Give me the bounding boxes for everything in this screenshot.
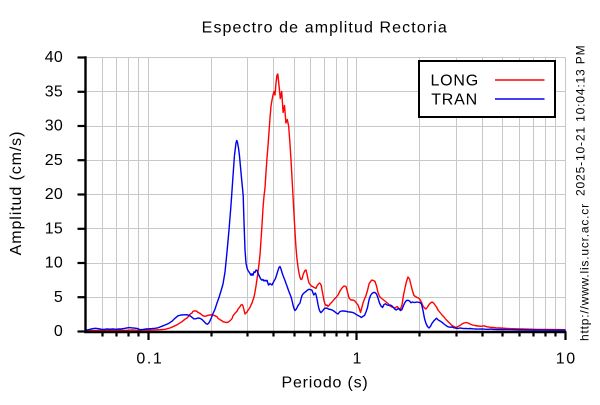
svg-text:5: 5: [54, 289, 63, 306]
svg-text:10: 10: [556, 351, 577, 368]
svg-text:Periodo (s): Periodo (s): [281, 375, 368, 392]
svg-text:1: 1: [353, 351, 364, 368]
svg-text:25: 25: [45, 152, 63, 169]
svg-text:2025-10-21 10:04:13 PM: 2025-10-21 10:04:13 PM: [574, 45, 588, 196]
svg-text:0: 0: [54, 323, 63, 340]
svg-text:35: 35: [45, 84, 63, 101]
svg-text:Amplitud (cm/s): Amplitud (cm/s): [8, 131, 25, 256]
svg-text:Espectro de amplitud Rectoria: Espectro de amplitud Rectoria: [202, 20, 448, 37]
svg-text:http://www.lis.ucr.ac.cr: http://www.lis.ucr.ac.cr: [578, 203, 592, 341]
svg-text:30: 30: [45, 118, 63, 135]
svg-text:0.1: 0.1: [136, 351, 163, 368]
svg-text:LONG: LONG: [430, 73, 479, 90]
svg-text:20: 20: [45, 186, 63, 203]
svg-text:15: 15: [45, 220, 63, 237]
svg-text:40: 40: [45, 49, 63, 66]
svg-text:10: 10: [45, 255, 63, 272]
svg-text:TRAN: TRAN: [431, 92, 478, 109]
